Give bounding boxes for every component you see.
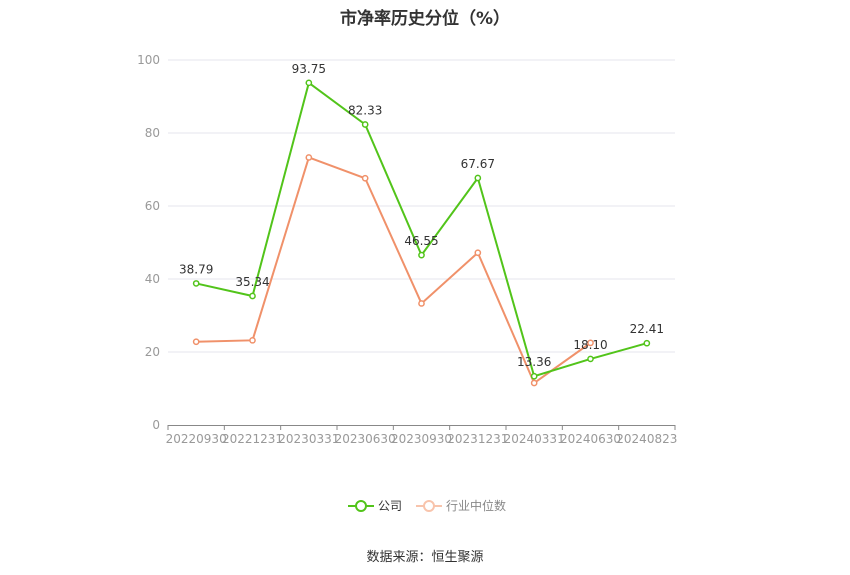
legend-label: 公司 — [378, 499, 403, 513]
y-tick-label: 0 — [152, 418, 160, 432]
data-label: 82.33 — [348, 103, 382, 117]
data-label: 13.36 — [517, 355, 551, 369]
series-line — [195, 81, 648, 378]
data-label: 35.34 — [235, 275, 269, 289]
data-point — [305, 154, 313, 161]
data-source: 数据来源：恒生聚源 — [366, 550, 484, 565]
legend-line-marker-icon — [348, 499, 374, 513]
data-point — [418, 300, 425, 307]
x-tick-label: 20220930 — [166, 432, 227, 446]
legend: 公司 行业中位数 — [348, 497, 520, 514]
y-axis: 0 20 40 60 80 100 — [137, 53, 160, 432]
data-label: 38.79 — [179, 262, 213, 276]
data-point — [643, 339, 651, 347]
chart-title: 市净率历史分位（%） — [339, 9, 511, 29]
data-point — [530, 379, 538, 387]
data-label: 22.41 — [630, 322, 664, 336]
x-tick-label: 20240331 — [504, 432, 565, 446]
x-tick-label: 20240823 — [616, 432, 677, 446]
data-labels: 38.79 35.34 93.75 82.33 46.55 67.67 13.36 18.10… — [179, 62, 664, 369]
data-point — [192, 280, 200, 287]
data-point — [249, 292, 256, 300]
data-point — [305, 79, 313, 87]
grid-lines — [168, 59, 675, 353]
legend-line-marker-icon — [416, 499, 443, 513]
y-tick-label: 80 — [145, 126, 160, 140]
y-tick-label: 60 — [145, 199, 160, 213]
data-point — [587, 339, 594, 347]
data-point — [192, 338, 200, 346]
data-point — [249, 336, 256, 344]
data-point — [474, 249, 482, 257]
data-point — [587, 355, 594, 363]
x-tick-label: 20230930 — [391, 432, 452, 446]
x-tick-label: 20230331 — [278, 432, 339, 446]
x-tick-label: 20240630 — [560, 432, 621, 446]
x-axis: 2022093020221231202303312023063020230930… — [166, 425, 677, 446]
data-label: 18.10 — [573, 338, 607, 352]
data-point — [361, 121, 369, 128]
x-tick-label: 20231231 — [447, 432, 508, 446]
x-tick-label: 20221231 — [222, 432, 283, 446]
data-point — [418, 251, 425, 259]
series-layer — [192, 79, 651, 387]
data-point — [474, 174, 482, 182]
legend-item-company[interactable]: 公司 — [348, 497, 402, 514]
y-tick-label: 100 — [137, 53, 160, 67]
series-line — [196, 156, 592, 385]
legend-item-industry-median[interactable]: 行业中位数 — [416, 497, 506, 514]
x-tick-label: 20230630 — [335, 432, 396, 446]
y-tick-label: 40 — [145, 272, 160, 286]
data-point — [361, 174, 369, 182]
y-tick-label: 20 — [145, 345, 160, 359]
data-label: 46.55 — [404, 234, 438, 248]
data-label: 93.75 — [292, 62, 326, 76]
data-label: 67.67 — [461, 157, 495, 171]
data-point — [530, 372, 538, 380]
legend-label: 行业中位数 — [446, 499, 507, 513]
